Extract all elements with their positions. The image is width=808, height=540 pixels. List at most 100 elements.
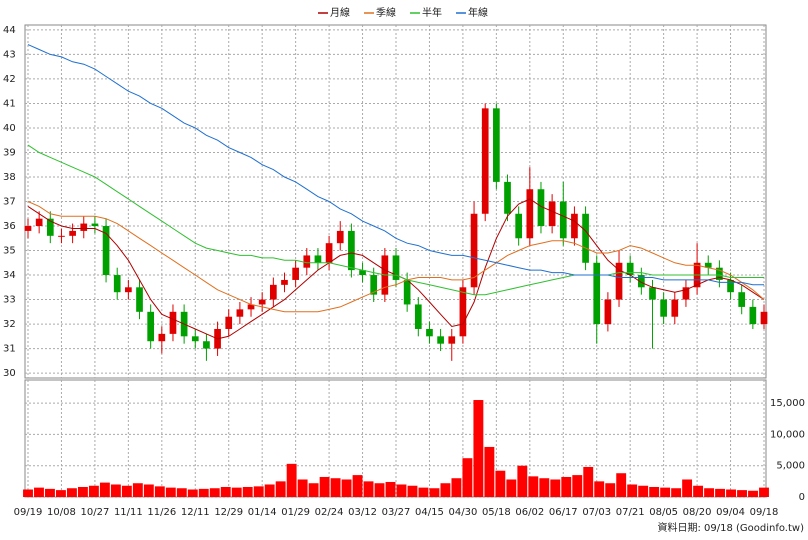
candle-body (136, 287, 143, 312)
x-tick-label: 06/02 (515, 507, 544, 518)
volume-bar (429, 488, 440, 497)
candle-body (660, 299, 667, 317)
candle-body (426, 328, 433, 337)
y-tick-label: 44 (3, 25, 16, 36)
volume-bar (418, 487, 429, 497)
x-tick-label: 12/29 (214, 507, 243, 518)
volume-bar (638, 485, 649, 497)
candle-body (325, 243, 333, 263)
volume-bar (220, 486, 231, 497)
volume-bar (748, 490, 758, 497)
y-tick-label: 39 (3, 147, 16, 158)
volume-bar (385, 481, 396, 497)
candle-body (571, 213, 578, 239)
volume-bar (176, 488, 187, 497)
volume-bar (242, 486, 253, 497)
candle-body (147, 311, 155, 342)
y-tick-label: 33 (3, 295, 16, 306)
y-tick-label: 43 (3, 49, 16, 60)
volume-bar (539, 478, 550, 497)
ma-line (27, 144, 764, 296)
volume-bar (550, 479, 561, 497)
candle-body (504, 181, 511, 214)
x-tick-label: 03/12 (348, 507, 377, 518)
volume-bar (396, 484, 407, 497)
volume-bar (34, 487, 44, 497)
volume-bar (759, 487, 769, 497)
volume-bar (561, 476, 572, 497)
volume-bar (473, 400, 484, 497)
volume-bar (726, 489, 736, 497)
volume-bar (319, 476, 330, 497)
candle-body (258, 299, 266, 305)
candle-body (303, 255, 311, 268)
candle-body (348, 230, 355, 271)
candle-body (403, 279, 411, 305)
candle-body (292, 267, 299, 280)
candle-body (437, 336, 444, 344)
candle-body (671, 299, 679, 317)
footnote: 資料日期: 09/18 (Goodinfo.tw) (657, 521, 804, 534)
x-tick-label: 04/30 (448, 507, 477, 518)
volume-bar (209, 488, 220, 497)
volume-bar (253, 486, 264, 497)
y-tick-label: 30 (3, 368, 16, 379)
candle-body (637, 275, 645, 288)
volume-bar (143, 484, 154, 497)
x-tick-label: 10/27 (80, 507, 109, 518)
candle-body (281, 279, 288, 285)
candle-body (738, 292, 746, 307)
candle-body (58, 235, 65, 237)
volume-bar (308, 483, 319, 497)
y-tick-label: 10,000 (770, 429, 805, 440)
volume-bar (737, 490, 747, 497)
volume-bar (660, 487, 671, 497)
volume-bar (88, 485, 99, 497)
candle-body (314, 255, 322, 263)
volume-bar (528, 476, 539, 497)
volume-bar (198, 488, 209, 497)
y-tick-label: 32 (3, 319, 16, 330)
x-tick-label: 08/05 (649, 507, 678, 518)
volume-bar (23, 489, 33, 497)
x-tick-label: 11/11 (114, 507, 143, 518)
x-tick-label: 05/18 (482, 507, 511, 518)
volume-bar (506, 479, 517, 497)
x-tick-label: 03/27 (382, 507, 411, 518)
x-tick-label: 01/29 (281, 507, 310, 518)
candle-body (169, 311, 177, 334)
candle-body (526, 189, 534, 239)
candle-body (35, 218, 43, 227)
candle-body (236, 309, 244, 317)
volume-bar (187, 489, 198, 497)
candle-body (113, 275, 121, 293)
x-tick-label: 08/20 (683, 507, 712, 518)
volume-bar (132, 483, 143, 497)
x-tick-label: 09/04 (716, 507, 745, 518)
candle-body (370, 275, 378, 295)
volume-bar (66, 488, 77, 497)
candle-body (269, 284, 277, 300)
x-tick-label: 04/15 (415, 507, 444, 518)
volume-bar (572, 475, 583, 497)
legend-label: 年線 (468, 6, 488, 19)
candle-body (102, 226, 110, 276)
volume-bar (627, 484, 638, 497)
volume-bar (484, 446, 495, 497)
candle-body (716, 267, 723, 280)
candle-body (24, 226, 32, 231)
candle-body (247, 304, 255, 310)
volume-bar (56, 490, 66, 497)
volume-bar (693, 485, 704, 497)
candle-body (615, 262, 623, 300)
x-tick-label: 02/24 (315, 507, 344, 518)
volume-bar (363, 481, 374, 497)
x-tick-label: 11/26 (147, 507, 176, 518)
candle-body (470, 213, 478, 288)
candle-body (548, 201, 556, 227)
y-tick-label: 15,000 (770, 398, 805, 409)
candle-body (125, 287, 132, 293)
y-tick-label: 40 (3, 123, 16, 134)
candle-body (626, 262, 634, 276)
